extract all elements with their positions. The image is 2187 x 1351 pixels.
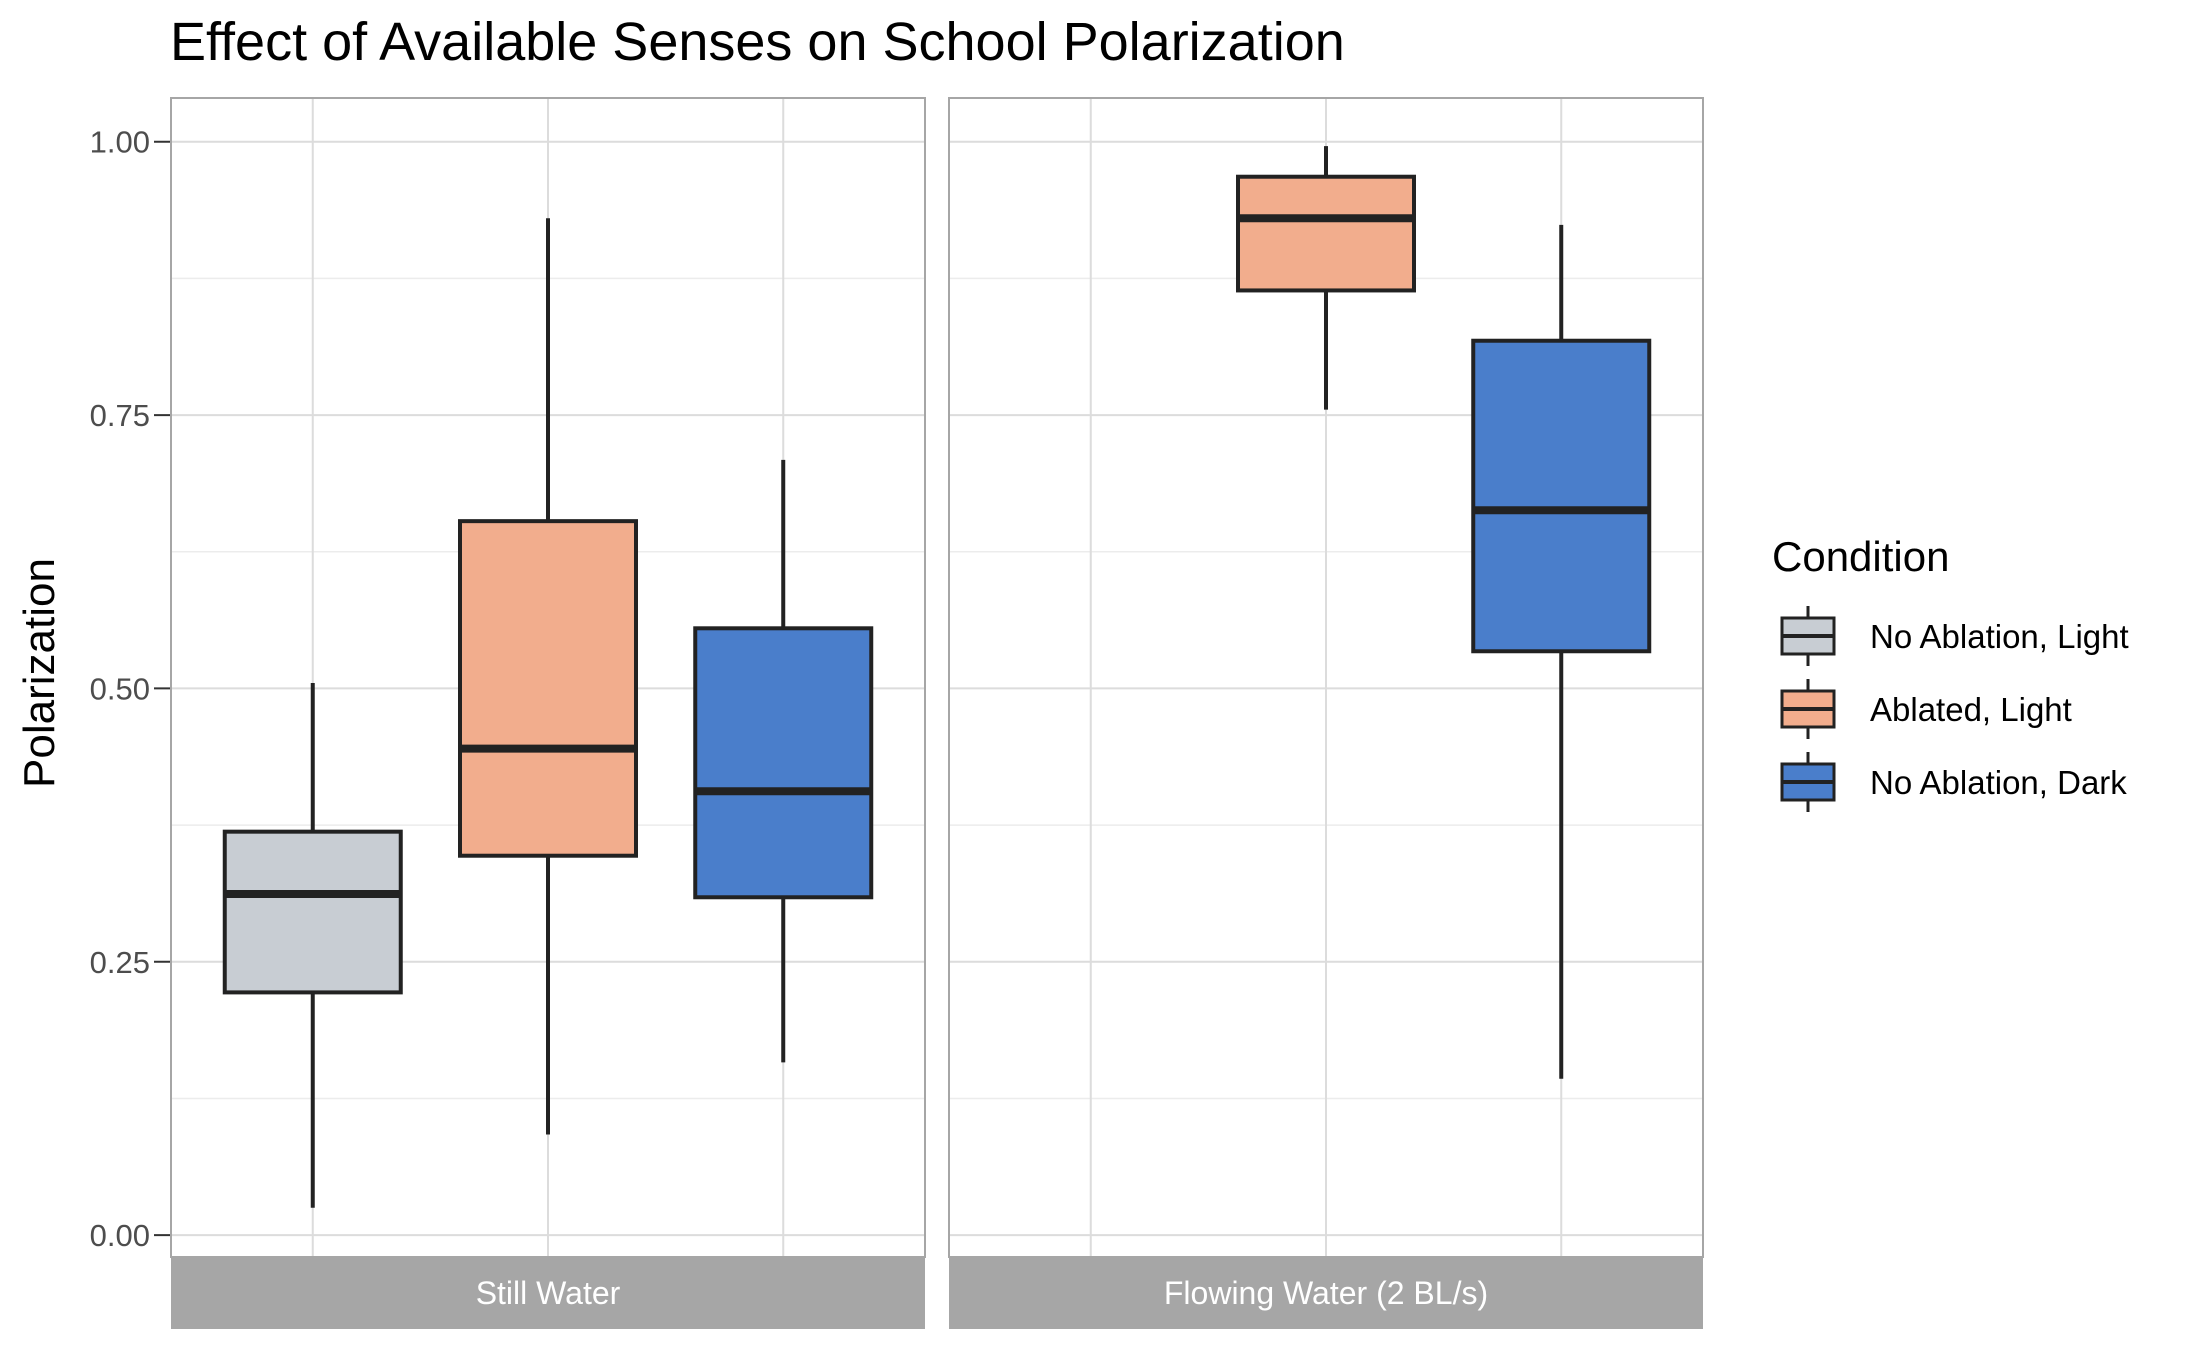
facet-panel: Flowing Water (2 BL/s) <box>948 97 1704 1329</box>
legend-item: No Ablation, Dark <box>1780 752 2127 812</box>
box <box>1471 224 1652 1079</box>
legend-item: No Ablation, Light <box>1780 606 2129 666</box>
box <box>1236 146 1416 410</box>
box <box>693 459 874 1063</box>
facet-strip-label: Still Water <box>476 1275 621 1311</box>
y-tick-label: 0.75 <box>90 398 150 433</box>
legend-items: No Ablation, Light Ablated, Light No Ablat… <box>1780 606 2129 812</box>
facet-panels: Still Water Flowing Water (2 BL/s) <box>170 97 1704 1329</box>
y-tick-label: 0.00 <box>90 1218 150 1253</box>
legend-label: Ablated, Light <box>1870 691 2072 728</box>
box-iqr <box>458 519 638 858</box>
box-iqr <box>1236 174 1416 293</box>
legend-label: No Ablation, Light <box>1870 618 2129 655</box>
chart-title: Effect of Available Senses on School Pol… <box>170 12 1345 72</box>
legend-title: Condition <box>1772 533 1949 580</box>
box-iqr <box>1471 338 1652 654</box>
legend: Condition No Ablation, Light Ablated, Lig… <box>1772 533 2129 812</box>
facet-strip-label: Flowing Water (2 BL/s) <box>1164 1275 1488 1311</box>
box-iqr <box>693 626 874 900</box>
box-iqr <box>222 829 403 995</box>
legend-item: Ablated, Light <box>1780 679 2072 739</box>
facet-panel: Still Water <box>170 97 926 1329</box>
facet-strip <box>949 1257 1703 1329</box>
y-tick-label: 0.25 <box>90 945 150 980</box>
box <box>458 218 638 1135</box>
y-tick-label: 1.00 <box>90 125 150 160</box>
facet-strip <box>171 1257 925 1329</box>
y-axis-label: Polarization <box>15 558 64 788</box>
box <box>222 682 403 1208</box>
legend-label: No Ablation, Dark <box>1870 764 2127 801</box>
y-axis-ticks: 0.00 0.25 0.50 0.75 1.00 <box>90 125 171 1253</box>
y-tick-label: 0.50 <box>90 671 150 706</box>
